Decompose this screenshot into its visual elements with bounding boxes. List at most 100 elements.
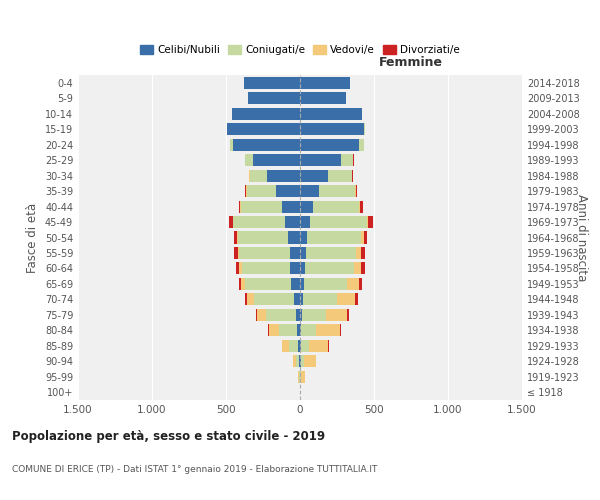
Bar <box>304 278 347 290</box>
Bar <box>300 309 302 321</box>
Bar <box>300 232 307 243</box>
Bar <box>326 309 347 321</box>
Bar <box>238 247 239 259</box>
Bar <box>234 232 237 243</box>
Bar <box>245 154 253 166</box>
Y-axis label: Fasce di età: Fasce di età <box>26 202 39 272</box>
Bar <box>300 108 362 120</box>
Bar <box>282 200 300 212</box>
Bar <box>367 216 368 228</box>
Text: Femmine: Femmine <box>379 56 443 68</box>
Bar <box>354 262 361 274</box>
Bar <box>328 170 352 181</box>
Bar <box>293 356 296 368</box>
Bar <box>300 92 346 104</box>
Bar <box>299 370 300 383</box>
Bar <box>361 247 365 259</box>
Bar <box>347 278 359 290</box>
Bar <box>341 154 353 166</box>
Bar <box>300 370 301 383</box>
Bar <box>253 154 300 166</box>
Bar <box>257 309 266 321</box>
Bar <box>300 123 364 135</box>
Bar <box>300 262 305 274</box>
Y-axis label: Anni di nascita: Anni di nascita <box>575 194 588 281</box>
Bar <box>347 309 349 321</box>
Bar <box>300 294 303 306</box>
Bar <box>306 247 356 259</box>
Bar <box>337 294 355 306</box>
Bar <box>281 340 289 352</box>
Bar <box>364 232 367 243</box>
Bar <box>316 324 340 336</box>
Bar <box>359 138 364 150</box>
Bar <box>300 200 313 212</box>
Bar <box>239 278 241 290</box>
Bar <box>233 216 285 228</box>
Bar <box>301 340 309 352</box>
Legend: Celibi/Nubili, Coniugati/e, Vedovi/e, Divorziati/e: Celibi/Nubili, Coniugati/e, Vedovi/e, Di… <box>136 41 464 60</box>
Bar <box>313 200 359 212</box>
Bar <box>247 185 277 197</box>
Bar <box>241 200 282 212</box>
Bar <box>248 92 300 104</box>
Bar <box>355 294 358 306</box>
Bar <box>238 232 288 243</box>
Bar <box>300 185 319 197</box>
Bar <box>247 294 254 306</box>
Bar <box>364 123 365 135</box>
Bar <box>242 262 290 274</box>
Bar <box>290 247 300 259</box>
Bar <box>300 154 341 166</box>
Bar <box>299 356 300 368</box>
Bar <box>269 324 279 336</box>
Bar <box>254 294 294 306</box>
Bar <box>240 200 241 212</box>
Bar <box>229 216 233 228</box>
Bar <box>359 200 361 212</box>
Bar <box>300 170 328 181</box>
Bar <box>304 356 316 368</box>
Bar <box>268 324 269 336</box>
Bar <box>236 262 239 274</box>
Bar <box>307 232 361 243</box>
Bar <box>279 324 297 336</box>
Bar <box>266 309 296 321</box>
Bar <box>268 170 300 181</box>
Bar <box>303 294 337 306</box>
Bar <box>232 108 300 120</box>
Bar <box>310 216 367 228</box>
Bar <box>239 262 242 274</box>
Bar <box>300 278 304 290</box>
Bar <box>301 324 316 336</box>
Bar <box>285 216 300 228</box>
Bar <box>302 309 326 321</box>
Bar <box>300 340 301 352</box>
Bar <box>256 309 257 321</box>
Bar <box>291 278 300 290</box>
Bar <box>300 76 350 89</box>
Bar <box>361 262 365 274</box>
Bar <box>300 356 301 368</box>
Bar <box>239 200 240 212</box>
Bar <box>309 340 328 352</box>
Bar <box>300 324 301 336</box>
Bar <box>233 138 300 150</box>
Bar <box>227 123 300 135</box>
Bar <box>356 247 361 259</box>
Bar <box>277 185 300 197</box>
Bar <box>248 170 250 181</box>
Bar <box>230 138 233 150</box>
Bar <box>361 200 362 212</box>
Bar <box>245 294 247 306</box>
Bar <box>289 340 298 352</box>
Bar <box>301 370 305 383</box>
Bar <box>359 278 362 290</box>
Bar <box>305 262 354 274</box>
Bar <box>234 247 238 259</box>
Bar <box>355 185 357 197</box>
Bar <box>241 278 245 290</box>
Bar <box>297 324 300 336</box>
Bar <box>300 138 359 150</box>
Bar <box>296 309 300 321</box>
